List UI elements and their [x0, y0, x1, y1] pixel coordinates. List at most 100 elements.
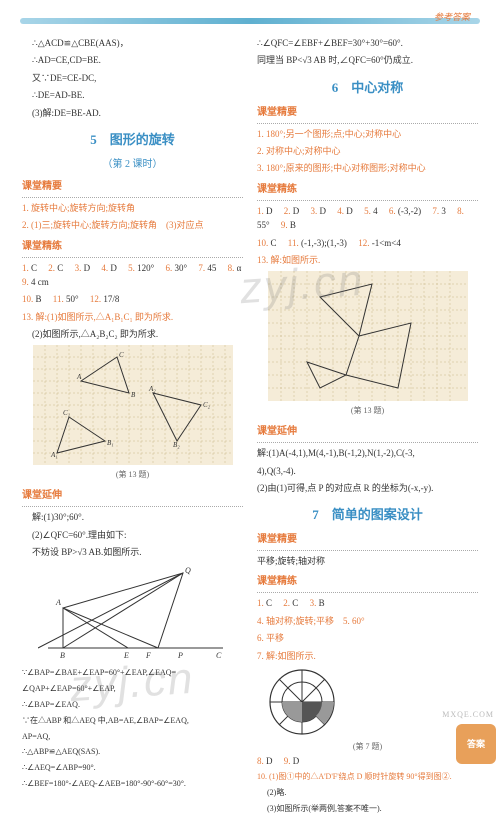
- text-line: ∴AD=CE,CD=BE.: [22, 53, 243, 67]
- item-text: 6. 平移: [257, 633, 284, 643]
- text-line: 又∵DE=CE-DC,: [22, 71, 243, 85]
- qnum: 4.: [101, 263, 108, 273]
- badge-text: 答案: [467, 737, 485, 751]
- subsection-jinglian: 课堂精练: [257, 574, 478, 593]
- item-text: 1. 旋转中心;旋转方向;旋转角: [22, 203, 135, 213]
- qnum: 3.: [310, 598, 317, 608]
- ans: D: [84, 263, 91, 273]
- qnum: 8.: [228, 263, 235, 273]
- svg-text:C: C: [119, 351, 124, 359]
- text-line: 2. (1)三;旋转中心;旋转方向;旋转角 (3)对应点: [22, 218, 243, 232]
- text-line: (3)解:DE=BE-AD.: [22, 106, 243, 120]
- text-line: ∵在△ABP 和△AEQ 中,AB=AE,∠BAP=∠EAQ,: [22, 715, 243, 728]
- qnum: 8.: [457, 206, 464, 216]
- qnum: 1.: [257, 598, 264, 608]
- answer-row: 1. D 2. D 3. D 4. D 5. 4 6. (-3,-2) 7. 3…: [257, 204, 478, 233]
- qnum: 2.: [283, 598, 290, 608]
- text-line: (3)如图所示(举两例,答案不唯一).: [257, 803, 478, 816]
- ans: D: [266, 206, 273, 216]
- item-text: 13. 解:如图所示.: [257, 255, 320, 265]
- svg-text:B: B: [60, 651, 65, 660]
- ans: B: [36, 294, 42, 304]
- text-line: 解:(1)30°;60°.: [22, 510, 243, 524]
- item-text: 2. 对称中心;对称中心: [257, 146, 341, 156]
- ans: C: [292, 598, 298, 608]
- text-line: (2)略.: [257, 787, 478, 800]
- text-line: 2. 对称中心;对称中心: [257, 144, 478, 158]
- ans: D: [293, 756, 300, 766]
- text-line: ∵∠BAP=∠BAE+∠EAP=60°+∠EAP,∠EAQ=: [22, 667, 243, 680]
- answer-row: 8. D 9. D: [257, 754, 478, 768]
- ans: (-1,-3);(1,-3): [301, 238, 347, 248]
- page-columns: ∴△ACD≌△CBE(AAS)， ∴AD=CE,CD=BE. 又∵DE=CE-D…: [0, 0, 500, 829]
- text-line: 13. 解:如图所示.: [257, 253, 478, 267]
- section-7-title: 7 简单的图案设计: [257, 505, 478, 526]
- source-url: MXQE.COM: [442, 709, 494, 722]
- triangle-figure: Q A B E F P C: [38, 563, 228, 663]
- text-line: 3. 180°;原来的图形;中心对称图形;对称中心: [257, 161, 478, 175]
- ans: D: [293, 206, 300, 216]
- ans: 3: [441, 206, 446, 216]
- qnum: 9.: [22, 277, 29, 287]
- qnum: 5.: [128, 263, 135, 273]
- ans: D: [320, 206, 327, 216]
- grid-figure-1: ACB C₁B₁A₁ A₂C₂B₂: [33, 345, 233, 465]
- svg-text:Q: Q: [185, 566, 191, 575]
- svg-text:B: B: [131, 391, 136, 399]
- text-line: 同理当 BP<√3 AB 时,∠QFC=60°仍成立.: [257, 53, 478, 67]
- svg-text:A₁: A₁: [50, 451, 58, 459]
- ans: D: [110, 263, 117, 273]
- ans: C: [266, 598, 272, 608]
- text-line: AP=AQ,: [22, 731, 243, 744]
- section-5-subtitle: （第 2 课时）: [22, 157, 243, 173]
- text-line: 10. (1)图①中的△A'D'F'绕点 D 顺时针旋转 90°得到图②.: [257, 771, 478, 784]
- ans: C: [31, 263, 37, 273]
- subsection-yanshen: 课堂延伸: [257, 424, 478, 443]
- text-line: 平移;旋转;轴对称: [257, 554, 478, 568]
- text-line: ∴△ABP≌△AEQ(SAS).: [22, 746, 243, 759]
- answer-row: 10. C 11. (-1,-3);(1,-3) 12. -1<m<4: [257, 236, 478, 250]
- section-5-title: 5 图形的旋转: [22, 130, 243, 151]
- fig2-caption: (第 13 题): [257, 405, 478, 418]
- qnum: 7.: [432, 206, 439, 216]
- subsection-jinglian: 课堂精练: [257, 182, 478, 201]
- text-line: (2)∠QFC=60°.理由如下:: [22, 528, 243, 542]
- svg-text:C₁: C₁: [63, 409, 70, 417]
- subsection-yanshen: 课堂延伸: [22, 488, 243, 507]
- text-line: ∠QAP+∠EAP=60°+∠EAP,: [22, 683, 243, 696]
- item-text: 7. 解:如图所示.: [257, 651, 316, 661]
- item-text: 2. (1)三;旋转中心;旋转方向;旋转角 (3)对应点: [22, 220, 204, 230]
- text-line: (2)如图所示,△A₂B₂C₂ 即为所求.: [22, 327, 243, 341]
- qnum: 10.: [22, 294, 33, 304]
- item-text: 1. 180°;另一个图形;点;中心;对称中心: [257, 129, 401, 139]
- qnum: 3.: [311, 206, 318, 216]
- ans: C: [271, 238, 277, 248]
- answer-row: 1. C 2. C 3. D 4. D 5. 120° 6. 30° 7. 45…: [22, 261, 243, 290]
- item-text: 4. 轴对称;旋转;平移 5. 60°: [257, 616, 365, 626]
- qnum: 11.: [53, 294, 64, 304]
- subsection-jingyao: 课堂精要: [257, 532, 478, 551]
- qnum: 10.: [257, 238, 268, 248]
- ans: 45: [207, 263, 216, 273]
- text-line: 解:(1)A(-4,1),M(4,-1),B(-1,2),N(1,-2),C(-…: [257, 446, 478, 460]
- subsection-jingyao: 课堂精要: [22, 179, 243, 198]
- ans: (-3,-2): [398, 206, 421, 216]
- svg-text:B₁: B₁: [107, 439, 114, 447]
- svg-text:P: P: [177, 651, 183, 660]
- text-line: ∴∠AEQ=∠ABP=90°.: [22, 762, 243, 775]
- fig1-caption: (第 13 题): [22, 469, 243, 482]
- ans: 4: [373, 206, 378, 216]
- ans: B: [319, 598, 325, 608]
- qnum: 3.: [75, 263, 82, 273]
- qnum: 9.: [284, 756, 291, 766]
- text-line: 4),Q(3,-4).: [257, 464, 478, 478]
- svg-text:C: C: [216, 651, 222, 660]
- ans: D: [346, 206, 353, 216]
- item-text: 10. (1)图①中的△A'D'F'绕点 D 顺时针旋转 90°得到图②.: [257, 772, 452, 781]
- qnum: 2.: [284, 206, 291, 216]
- text-line: 13. 解:(1)如图所示,△A₁B₁C₁ 即为所求.: [22, 310, 243, 324]
- qnum: 9.: [281, 220, 288, 230]
- qnum: 1.: [257, 206, 264, 216]
- ans: 30°: [174, 263, 187, 273]
- ans: 4 cm: [31, 277, 49, 287]
